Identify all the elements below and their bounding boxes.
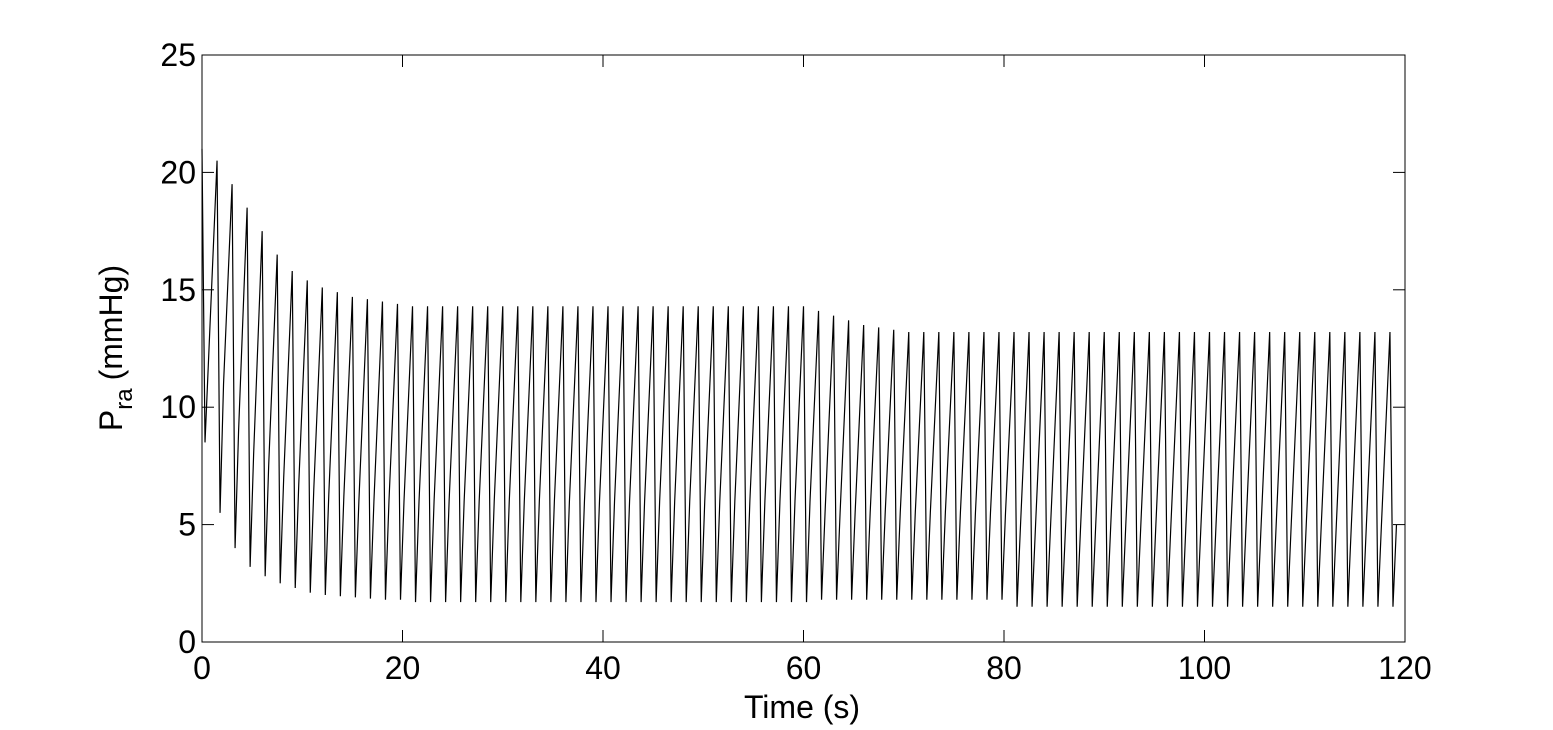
y-label-subscript: ra (111, 388, 138, 410)
y-tick-label: 10 (160, 389, 196, 425)
x-tick-label: 60 (786, 650, 822, 686)
y-tick-label: 0 (178, 624, 196, 660)
data-line (201, 148, 1398, 607)
x-tick-label: 0 (193, 650, 211, 686)
x-tick-label: 80 (986, 650, 1022, 686)
x-axis-label: Time (s) (744, 689, 860, 725)
x-tick-label: 120 (1378, 650, 1431, 686)
y-tick-label: 5 (178, 507, 196, 543)
x-tick-label: 20 (385, 650, 421, 686)
y-tick-label: 25 (160, 37, 196, 73)
y-label-unit: (mmHg) (93, 265, 129, 381)
y-tick-label: 15 (160, 272, 196, 308)
x-tick-label: 40 (585, 650, 621, 686)
y-label-symbol: P (93, 410, 129, 431)
x-tick-label: 100 (1178, 650, 1231, 686)
y-tick-label: 20 (160, 154, 196, 190)
y-axis-label: Pra (mmHg) (93, 265, 138, 431)
